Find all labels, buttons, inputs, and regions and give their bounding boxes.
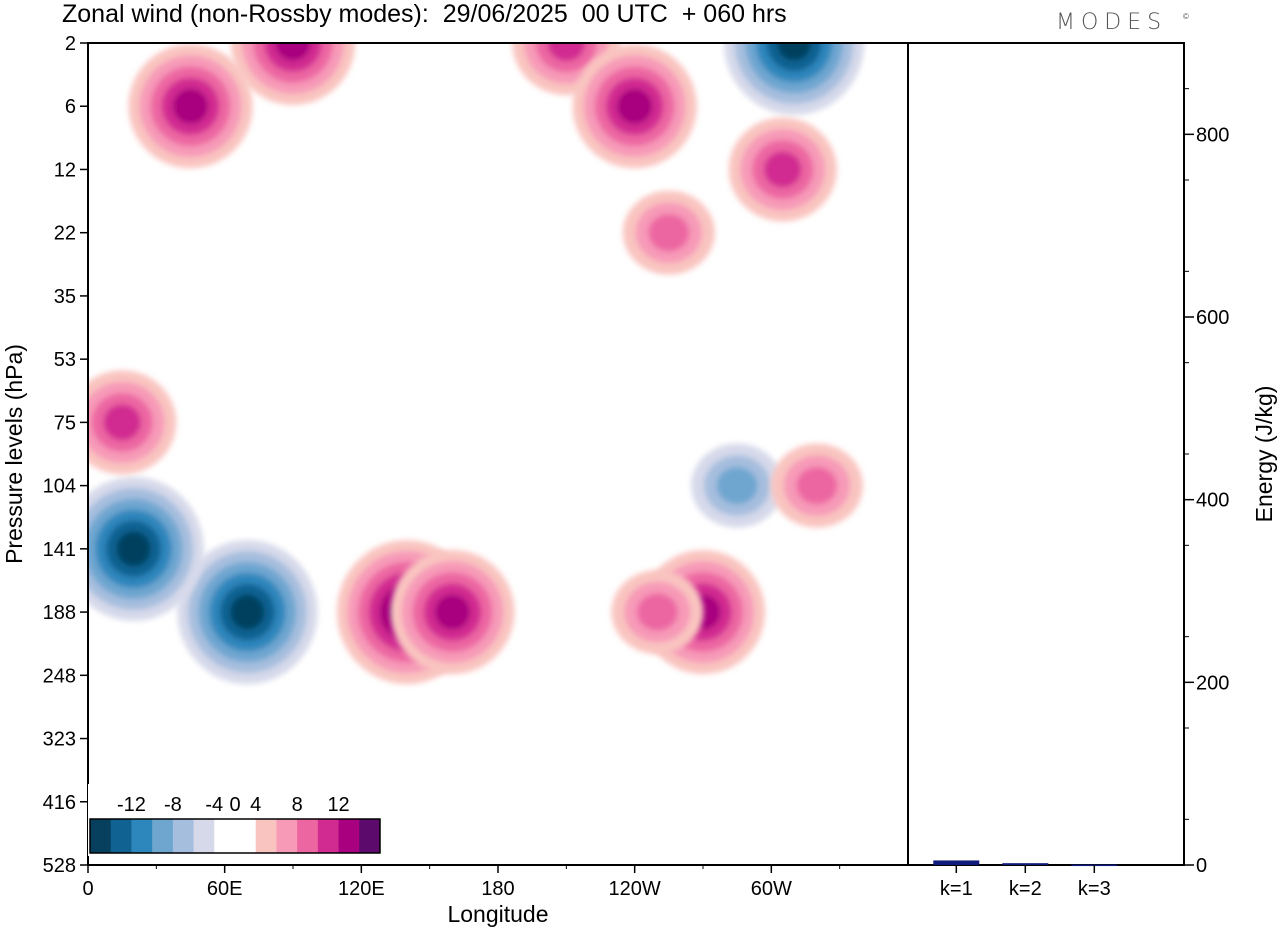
heatmap-cell [611, 570, 704, 655]
y-tick-label: 188 [43, 602, 76, 624]
colorbar-swatch [110, 819, 132, 853]
chart-title: Zonal wind (non-Rossby modes): 29/06/202… [62, 0, 787, 28]
y-tick-label: 248 [43, 665, 76, 687]
y-tick-label: 416 [43, 792, 76, 814]
x-axis-label: Longitude [447, 901, 548, 927]
heatmap-cell [177, 540, 318, 685]
energy-bars: k=1 k=2 k=3 [933, 860, 1118, 900]
y-axis-label: Pressure levels (hPa) [1, 344, 27, 564]
y-tick-label: 35 [54, 286, 76, 308]
modes-logo: MODES [1056, 10, 1168, 35]
x-tick-label: 120E [338, 878, 385, 900]
colorbar-label: 0 [229, 794, 240, 816]
heatmap-cell [88, 476, 204, 621]
colorbar-swatch [276, 819, 298, 853]
y-tick-label: 528 [43, 855, 76, 877]
colorbar-label: 4 [250, 794, 261, 816]
heatmap-cell [390, 550, 515, 675]
x-tick-label: 120W [609, 878, 661, 900]
bar-category-label: k=1 [940, 878, 973, 900]
y-tick-label: 22 [54, 223, 76, 245]
bar-category-label: k=2 [1009, 878, 1042, 900]
energy-tick-label: 600 [1196, 307, 1229, 329]
heatmap-cell [770, 443, 863, 528]
colorbar-frame [89, 818, 381, 854]
energy-bar [933, 860, 980, 865]
colorbar-swatch [152, 819, 174, 853]
y-axis: 2 6 12 22 35 53 75 104 141 188 248 323 416 528 [43, 33, 88, 877]
colorbar-swatch [338, 819, 360, 853]
colorbar-swatch [359, 819, 381, 853]
colorbar-label: 12 [327, 794, 349, 816]
y-tick-label: 323 [43, 729, 76, 751]
colorbar-swatch [317, 819, 340, 853]
energy-tick-label: 0 [1196, 855, 1207, 877]
heatmap-cell [231, 43, 355, 105]
colorbar-swatch [297, 819, 319, 853]
bar-panel-frame [907, 42, 1185, 866]
y-tick-label: 2 [65, 33, 76, 55]
energy-tick-label: 400 [1196, 490, 1229, 512]
colorbar-swatch [214, 819, 236, 853]
colorbar-swatch [235, 819, 257, 853]
energy-bar [1002, 863, 1049, 865]
y-tick-label: 6 [65, 96, 76, 118]
energy-axis-label: Energy (J/kg) [1251, 386, 1277, 523]
energy-tick-label: 200 [1196, 672, 1229, 694]
y-tick-label: 104 [43, 476, 76, 498]
colorbar-label: 8 [292, 794, 303, 816]
colorbar-label: -12 [117, 794, 146, 816]
heatmap-cell [128, 44, 253, 169]
energy-tick-label: 800 [1196, 124, 1229, 146]
heatmap-cell [724, 43, 865, 115]
heatmap-cell [572, 44, 697, 169]
copyright-mark: © [1183, 12, 1189, 21]
colorbar-swatch [193, 819, 215, 853]
heatmap-cell [622, 190, 715, 275]
heatmap-cell [691, 443, 784, 528]
colorbar-swatch [131, 819, 153, 853]
x-tick-label: 0 [82, 878, 93, 900]
x-tick-label: 60E [207, 878, 243, 900]
energy-axis: 0 200 400 600 800 [1184, 88, 1229, 877]
heatmap-cell [88, 370, 177, 475]
colorbar-label: -4 [205, 794, 223, 816]
heatmap-cell [728, 117, 837, 222]
y-tick-label: 53 [54, 349, 76, 371]
x-tick-label: 60W [751, 878, 792, 900]
colorbar: -12 -8 -4 0 4 8 12 [88, 784, 382, 856]
colorbar-swatch [172, 819, 195, 853]
heatmap-field [88, 43, 908, 865]
x-tick-label: 180 [481, 878, 514, 900]
x-axis: 0 60E 120E 180 120W 60W [82, 865, 841, 900]
colorbar-swatch [255, 819, 277, 853]
y-tick-label: 141 [43, 539, 76, 561]
y-tick-label: 12 [54, 159, 76, 181]
bar-category-label: k=3 [1078, 878, 1111, 900]
y-tick-label: 75 [54, 412, 76, 434]
colorbar-label: -8 [164, 794, 182, 816]
colorbar-swatch [90, 819, 112, 853]
